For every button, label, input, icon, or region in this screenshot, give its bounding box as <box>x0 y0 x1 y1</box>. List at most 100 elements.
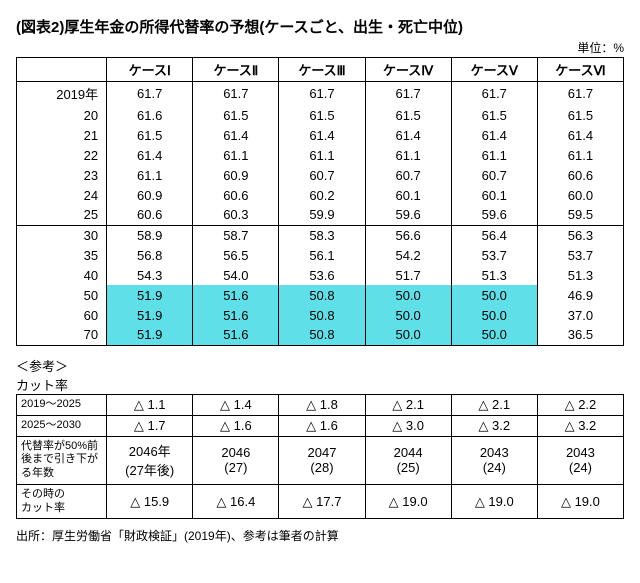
row-label: その時のカット率 <box>17 484 107 519</box>
col-header: ケースⅠ <box>107 58 193 82</box>
table-row: 2261.461.161.161.161.161.1 <box>17 145 624 165</box>
data-cell: 60.6 <box>193 185 279 205</box>
data-cell: 56.6 <box>365 225 451 245</box>
row-label: 2019年 <box>17 82 107 106</box>
data-cell: 60.3 <box>193 205 279 225</box>
data-cell: 61.1 <box>193 145 279 165</box>
data-cell: 60.6 <box>107 205 193 225</box>
data-cell: 61.7 <box>537 82 623 106</box>
data-cell: △ 1.7 <box>107 415 193 436</box>
data-cell: 60.9 <box>107 185 193 205</box>
ref-table: 2019～2025△ 1.1△ 1.4△ 1.8△ 2.1△ 2.1△ 2.22… <box>16 394 624 520</box>
data-cell: 61.5 <box>279 105 365 125</box>
data-cell: 61.6 <box>107 105 193 125</box>
data-cell: △ 19.0 <box>537 484 623 519</box>
table-row: 2560.660.359.959.659.659.5 <box>17 205 624 225</box>
data-cell: 61.5 <box>365 105 451 125</box>
row-label: 24 <box>17 185 107 205</box>
data-cell: 58.3 <box>279 225 365 245</box>
data-cell: 2046年(27年後) <box>107 436 193 484</box>
data-cell: 61.1 <box>365 145 451 165</box>
data-cell: △ 15.9 <box>107 484 193 519</box>
row-label: 22 <box>17 145 107 165</box>
data-cell: 59.6 <box>451 205 537 225</box>
table-row: 2025～2030△ 1.7△ 1.6△ 1.6△ 3.0△ 3.2△ 3.2 <box>17 415 624 436</box>
data-cell: 56.4 <box>451 225 537 245</box>
data-cell: 50.0 <box>451 305 537 325</box>
data-cell: 60.9 <box>193 165 279 185</box>
data-cell: 61.4 <box>365 125 451 145</box>
data-cell: 2043(24) <box>451 436 537 484</box>
data-cell: 50.0 <box>451 285 537 305</box>
data-cell: 58.7 <box>193 225 279 245</box>
data-cell: 60.7 <box>451 165 537 185</box>
row-label: 21 <box>17 125 107 145</box>
data-cell: 50.0 <box>365 305 451 325</box>
data-cell: 61.7 <box>193 82 279 106</box>
data-cell: △ 2.1 <box>365 394 451 415</box>
data-cell: 61.1 <box>279 145 365 165</box>
data-cell: 2047(28) <box>279 436 365 484</box>
row-label: 40 <box>17 265 107 285</box>
data-cell: 51.6 <box>193 285 279 305</box>
data-cell: △ 1.6 <box>193 415 279 436</box>
data-cell: 61.4 <box>537 125 623 145</box>
data-cell: 61.7 <box>107 82 193 106</box>
data-cell: 61.4 <box>193 125 279 145</box>
data-cell: 61.4 <box>279 125 365 145</box>
data-cell: 59.9 <box>279 205 365 225</box>
main-table: ケースⅠ ケースⅡ ケースⅢ ケースⅣ ケースⅤ ケースⅥ 2019年61.76… <box>16 57 624 346</box>
data-cell: 36.5 <box>537 325 623 345</box>
data-cell: 56.1 <box>279 245 365 265</box>
data-cell: △ 2.1 <box>451 394 537 415</box>
data-cell: 50.8 <box>279 325 365 345</box>
data-cell: △ 1.1 <box>107 394 193 415</box>
data-cell: 54.0 <box>193 265 279 285</box>
data-cell: 56.5 <box>193 245 279 265</box>
table-row: 3058.958.758.356.656.456.3 <box>17 225 624 245</box>
data-cell: 56.8 <box>107 245 193 265</box>
data-cell: 51.6 <box>193 305 279 325</box>
data-cell: 51.7 <box>365 265 451 285</box>
table-row: 4054.354.053.651.751.351.3 <box>17 265 624 285</box>
table-row: 2061.661.561.561.561.561.5 <box>17 105 624 125</box>
data-cell: 2043(24) <box>537 436 623 484</box>
table-row: 2460.960.660.260.160.160.0 <box>17 185 624 205</box>
data-cell: 51.6 <box>193 325 279 345</box>
table-row: 3556.856.556.154.253.753.7 <box>17 245 624 265</box>
table-row: 6051.951.650.850.050.037.0 <box>17 305 624 325</box>
data-cell: 50.8 <box>279 285 365 305</box>
data-cell: 60.2 <box>279 185 365 205</box>
data-cell: 53.7 <box>537 245 623 265</box>
figure-title: (図表2)厚生年金の所得代替率の予想(ケースごと、出生・死亡中位) <box>16 16 624 37</box>
table-row: 2019～2025△ 1.1△ 1.4△ 1.8△ 2.1△ 2.1△ 2.2 <box>17 394 624 415</box>
data-cell: 61.5 <box>107 125 193 145</box>
data-cell: 50.0 <box>365 325 451 345</box>
data-cell: 54.3 <box>107 265 193 285</box>
source-note: 出所：厚生労働省「財政検証」(2019年)、参考は筆者の計算 <box>16 527 624 544</box>
data-cell: △ 17.7 <box>279 484 365 519</box>
table-row: 代替率が50%前後まで引き下がる年数2046年(27年後)2046(27)204… <box>17 436 624 484</box>
data-cell: △ 3.2 <box>537 415 623 436</box>
data-cell: △ 2.2 <box>537 394 623 415</box>
data-cell: 61.7 <box>451 82 537 106</box>
data-cell: 61.5 <box>193 105 279 125</box>
data-cell: 51.9 <box>107 285 193 305</box>
data-cell: 60.0 <box>537 185 623 205</box>
data-cell: 50.8 <box>279 305 365 325</box>
data-cell: △ 3.2 <box>451 415 537 436</box>
data-cell: 37.0 <box>537 305 623 325</box>
data-cell: △ 16.4 <box>193 484 279 519</box>
table-row: 7051.951.650.850.050.036.5 <box>17 325 624 345</box>
ref-sub: カット率 <box>16 375 624 394</box>
row-label: 23 <box>17 165 107 185</box>
data-cell: 60.1 <box>365 185 451 205</box>
table-row: その時のカット率△ 15.9△ 16.4△ 17.7△ 19.0△ 19.0△ … <box>17 484 624 519</box>
data-cell: △ 1.8 <box>279 394 365 415</box>
data-cell: 59.6 <box>365 205 451 225</box>
data-cell: 56.3 <box>537 225 623 245</box>
col-header: ケースⅤ <box>451 58 537 82</box>
data-cell: △ 1.4 <box>193 394 279 415</box>
data-cell: 50.0 <box>365 285 451 305</box>
row-label: 20 <box>17 105 107 125</box>
